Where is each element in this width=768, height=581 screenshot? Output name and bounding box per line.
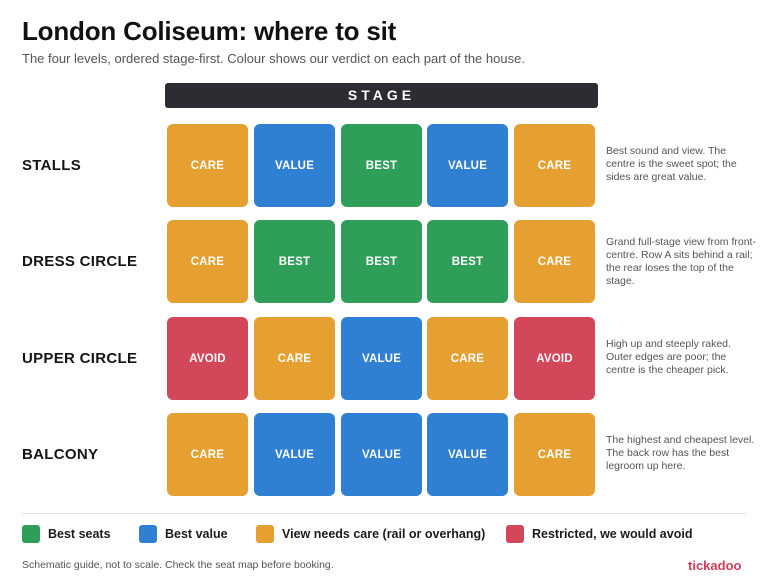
page-subtitle: The four levels, ordered stage-first. Co… [22,51,525,66]
legend-swatch [506,525,524,543]
legend: Best seats Best value View needs care (rai… [0,524,768,544]
legend-label: View needs care (rail or overhang) [282,527,486,541]
section-care: CARE [167,124,248,207]
section-value: VALUE [427,413,508,496]
legend-swatch [256,525,274,543]
section-best: BEST [341,124,422,207]
legend-label: Restricted, we would avoid [532,527,693,541]
section-best: BEST [341,220,422,303]
section-care: CARE [167,220,248,303]
section-value: VALUE [254,413,335,496]
legend-item-avoid: Restricted, we would avoid [506,524,692,544]
section-care: CARE [427,317,508,400]
section-care: CARE [514,413,595,496]
level-name: UPPER CIRCLE [22,350,138,367]
level-name: BALCONY [22,446,99,463]
legend-swatch [139,525,157,543]
brand-logo[interactable]: tickadoo [688,558,742,573]
level-name: STALLS [22,157,82,174]
level-row: STALLS CARE VALUE BEST VALUE CARE Best sound a… [0,124,768,207]
stage-bar: STAGE [165,83,598,108]
level-row: BALCONY CARE VALUE VALUE VALUE CARE The highes… [0,413,768,496]
section-best: BEST [254,220,335,303]
level-row: UPPER CIRCLE AVOID CARE VALUE CARE AVOID High … [0,317,768,400]
section-care: CARE [167,413,248,496]
level-row: DRESS CIRCLE CARE BEST BEST BEST CARE Grand fu… [0,220,768,303]
level-note: High up and steeply raked. Outer edges a… [606,338,731,376]
legend-label: Best value [165,527,228,541]
legend-item-value: Best value [139,524,228,544]
section-value: VALUE [427,124,508,207]
legend-item-best: Best seats [22,524,111,544]
section-care: CARE [254,317,335,400]
level-note: The highest and cheapest level. The back… [606,434,755,472]
section-best: BEST [427,220,508,303]
level-note: Grand full-stage view from front-centre.… [606,236,756,287]
legend-divider [22,513,746,514]
section-avoid: AVOID [167,317,248,400]
section-value: VALUE [341,317,422,400]
section-care: CARE [514,124,595,207]
section-care: CARE [514,220,595,303]
level-note: Best sound and view. The centre is the s… [606,145,737,183]
section-avoid: AVOID [514,317,595,400]
footnote: Schematic guide, not to scale. Check the… [22,559,334,571]
level-name: DRESS CIRCLE [22,253,138,270]
page-title: London Coliseum: where to sit [22,16,397,46]
section-value: VALUE [341,413,422,496]
legend-swatch [22,525,40,543]
legend-item-care: View needs care (rail or overhang) [256,524,485,544]
legend-label: Best seats [48,527,111,541]
section-value: VALUE [254,124,335,207]
